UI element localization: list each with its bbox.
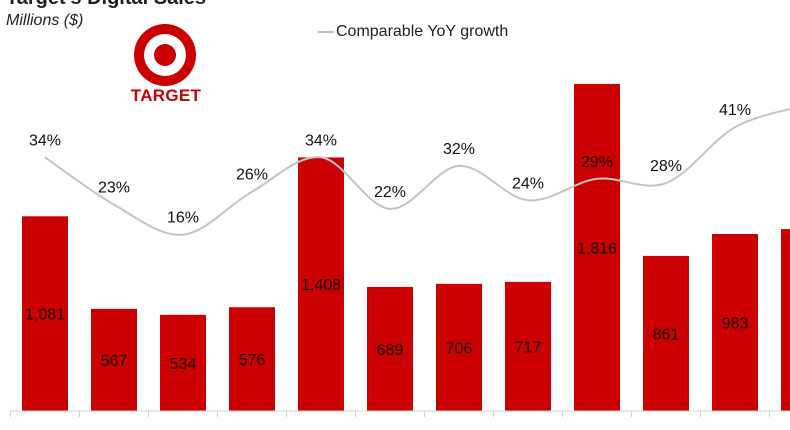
chart-subtitle: Millions ($) (6, 12, 84, 29)
bar-value-label: 1,081 (25, 307, 65, 324)
growth-label: 32% (443, 141, 475, 158)
growth-label: 34% (305, 132, 337, 149)
bar-value-label: 1,816 (577, 240, 617, 257)
growth-label: 29% (581, 154, 613, 171)
bar-value-label: 1,408 (301, 277, 341, 294)
bar (574, 83, 620, 411)
growth-label: 24% (512, 175, 544, 192)
bar-value-label: 861 (653, 326, 680, 343)
bar (505, 281, 551, 411)
bar (22, 216, 68, 411)
bar-value-label: 567 (101, 353, 128, 370)
legend-label-growth: Comparable YoY growth (336, 23, 509, 40)
chart-legend: Comparable YoY growth (318, 21, 508, 43)
growth-label: 26% (236, 167, 268, 184)
growth-label: 16% (167, 210, 199, 227)
bar (712, 233, 758, 411)
bar (229, 307, 275, 411)
growth-label: 23% (98, 180, 130, 197)
bar-value-label: 717 (515, 339, 542, 356)
target-bullseye-icon (134, 24, 196, 86)
bar (781, 229, 790, 411)
bar (436, 283, 482, 411)
logo-wordmark: TARGET (130, 86, 202, 105)
bar (160, 314, 206, 411)
bar-value-label: 983 (722, 315, 749, 332)
target-logo: TARGET (118, 22, 214, 108)
bar (298, 157, 344, 411)
bar-value-label: 534 (170, 356, 197, 373)
bar-value-label: 689 (377, 342, 404, 359)
growth-label: 28% (650, 158, 682, 175)
growth-label: 22% (374, 184, 406, 201)
growth-label: 41% (719, 102, 751, 119)
bar (643, 255, 689, 411)
bar (91, 308, 137, 411)
bar-value-label: 706 (446, 340, 473, 357)
growth-label: 34% (29, 132, 61, 149)
growth-line (44, 108, 790, 236)
chart-title: Target's Digital Sales (6, 0, 206, 10)
bar (367, 286, 413, 411)
legend-line-swatch (318, 31, 334, 33)
bar-value-label: 576 (239, 352, 266, 369)
